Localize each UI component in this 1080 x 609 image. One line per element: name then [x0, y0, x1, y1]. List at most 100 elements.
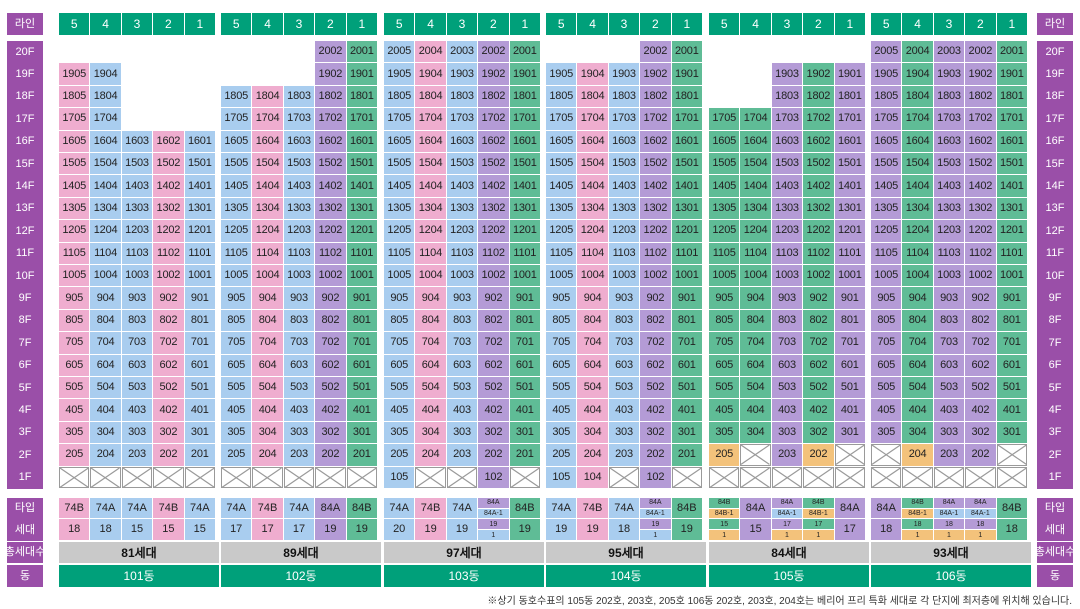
unit-cell[interactable]: 303 — [121, 421, 154, 445]
unit-cell[interactable]: 1204 — [415, 220, 447, 243]
unit-cell[interactable]: 803 — [771, 309, 804, 333]
unit-cell[interactable]: 1904 — [415, 63, 447, 86]
unit-cell[interactable]: 1101 — [184, 242, 216, 265]
unit-cell[interactable]: 1003 — [283, 265, 316, 288]
unit-cell[interactable]: 1604 — [90, 130, 122, 153]
unit-cell[interactable]: 502 — [153, 377, 185, 400]
unit-cell[interactable]: 602 — [478, 354, 510, 377]
unit-cell[interactable]: 1505 — [221, 153, 253, 176]
unit-cell[interactable]: 1805 — [221, 85, 253, 109]
unit-cell[interactable]: 1902 — [640, 63, 672, 86]
unit-cell[interactable]: 1303 — [283, 197, 316, 221]
unit-cell[interactable]: 1002 — [803, 265, 835, 288]
unit-cell[interactable]: 1102 — [965, 242, 997, 265]
unit-cell[interactable]: 504 — [415, 377, 447, 400]
unit-cell[interactable]: 1601 — [834, 130, 866, 153]
unit-cell[interactable]: 1005 — [709, 265, 741, 288]
unit-cell[interactable]: 1402 — [153, 175, 185, 198]
unit-cell[interactable]: 802 — [803, 309, 835, 333]
unit-cell[interactable]: 403 — [608, 399, 641, 422]
unit-cell[interactable]: 1602 — [803, 130, 835, 153]
unit-cell[interactable]: 1404 — [577, 175, 609, 198]
unit-cell[interactable]: 1204 — [740, 220, 772, 243]
unit-cell[interactable]: 801 — [996, 309, 1028, 333]
unit-cell[interactable]: 1805 — [546, 85, 578, 109]
unit-cell[interactable]: 805 — [59, 309, 91, 333]
unit-cell[interactable]: 801 — [834, 309, 866, 333]
unit-cell[interactable]: 1303 — [771, 197, 804, 221]
unit-cell[interactable]: 1804 — [577, 85, 609, 109]
unit-cell[interactable]: 504 — [740, 377, 772, 400]
unit-cell[interactable]: 404 — [415, 399, 447, 422]
unit-cell[interactable]: 1904 — [902, 63, 934, 86]
unit-cell[interactable]: 1301 — [834, 197, 866, 221]
unit-cell[interactable]: 903 — [283, 287, 316, 310]
unit-cell[interactable]: 905 — [384, 287, 416, 310]
unit-cell[interactable]: 1505 — [546, 153, 578, 176]
unit-cell[interactable]: 1304 — [902, 197, 934, 221]
unit-cell[interactable]: 1105 — [59, 242, 91, 265]
unit-cell[interactable]: 403 — [771, 399, 804, 422]
unit-cell[interactable]: 205 — [221, 444, 253, 467]
unit-cell[interactable]: 1501 — [509, 153, 541, 176]
unit-cell[interactable]: 1202 — [640, 220, 672, 243]
unit-cell[interactable]: 305 — [871, 421, 903, 445]
unit-cell[interactable]: 1702 — [478, 108, 510, 131]
unit-cell[interactable]: 204 — [577, 444, 609, 467]
unit-cell[interactable]: 302 — [965, 421, 997, 445]
unit-cell[interactable]: 601 — [671, 354, 703, 377]
unit-cell[interactable]: 501 — [996, 377, 1028, 400]
unit-cell[interactable]: 705 — [546, 332, 578, 355]
unit-cell[interactable]: 805 — [221, 309, 253, 333]
unit-cell[interactable]: 904 — [902, 287, 934, 310]
unit-cell[interactable]: 1003 — [446, 265, 479, 288]
unit-cell[interactable]: 902 — [315, 287, 347, 310]
unit-cell[interactable]: 1603 — [608, 130, 641, 153]
unit-cell[interactable]: 1903 — [446, 63, 479, 86]
unit-cell[interactable]: 405 — [871, 399, 903, 422]
unit-cell[interactable]: 1505 — [871, 153, 903, 176]
unit-cell[interactable]: 1401 — [509, 175, 541, 198]
unit-cell[interactable]: 803 — [933, 309, 966, 333]
unit-cell[interactable]: 1903 — [933, 63, 966, 86]
unit-cell[interactable]: 1504 — [415, 153, 447, 176]
unit-cell[interactable]: 502 — [478, 377, 510, 400]
unit-cell[interactable]: 1604 — [902, 130, 934, 153]
unit-cell[interactable]: 1603 — [446, 130, 479, 153]
unit-cell[interactable]: 705 — [871, 332, 903, 355]
unit-cell[interactable]: 1004 — [90, 265, 122, 288]
unit-cell[interactable]: 805 — [871, 309, 903, 333]
unit-cell[interactable]: 1904 — [90, 63, 122, 86]
unit-cell[interactable]: 503 — [283, 377, 316, 400]
unit-cell[interactable]: 201 — [346, 444, 378, 467]
unit-cell[interactable]: 1203 — [283, 220, 316, 243]
unit-cell[interactable]: 1404 — [740, 175, 772, 198]
unit-cell[interactable]: 1503 — [446, 153, 479, 176]
unit-cell[interactable]: 2004 — [902, 41, 934, 64]
unit-cell[interactable]: 905 — [221, 287, 253, 310]
unit-cell[interactable]: 602 — [803, 354, 835, 377]
unit-cell[interactable]: 1003 — [771, 265, 804, 288]
unit-cell[interactable]: 1202 — [315, 220, 347, 243]
unit-cell[interactable]: 1302 — [965, 197, 997, 221]
unit-cell[interactable]: 1703 — [283, 108, 316, 131]
unit-cell[interactable]: 1404 — [252, 175, 284, 198]
unit-cell[interactable]: 901 — [184, 287, 216, 310]
unit-cell[interactable]: 1001 — [996, 265, 1028, 288]
unit-cell[interactable]: 1204 — [90, 220, 122, 243]
unit-cell[interactable]: 703 — [933, 332, 966, 355]
unit-cell[interactable]: 1103 — [446, 242, 479, 265]
unit-cell[interactable]: 1904 — [577, 63, 609, 86]
unit-cell[interactable]: 305 — [221, 421, 253, 445]
unit-cell[interactable]: 905 — [546, 287, 578, 310]
unit-cell[interactable]: 201 — [671, 444, 703, 467]
unit-cell[interactable]: 804 — [90, 309, 122, 333]
unit-cell[interactable]: 1704 — [902, 108, 934, 131]
unit-cell[interactable]: 702 — [803, 332, 835, 355]
unit-cell[interactable]: 1801 — [834, 85, 866, 109]
unit-cell[interactable]: 703 — [608, 332, 641, 355]
unit-cell[interactable]: 1804 — [902, 85, 934, 109]
unit-cell[interactable]: 1104 — [415, 242, 447, 265]
unit-cell[interactable]: 1902 — [803, 63, 835, 86]
unit-cell[interactable]: 803 — [283, 309, 316, 333]
